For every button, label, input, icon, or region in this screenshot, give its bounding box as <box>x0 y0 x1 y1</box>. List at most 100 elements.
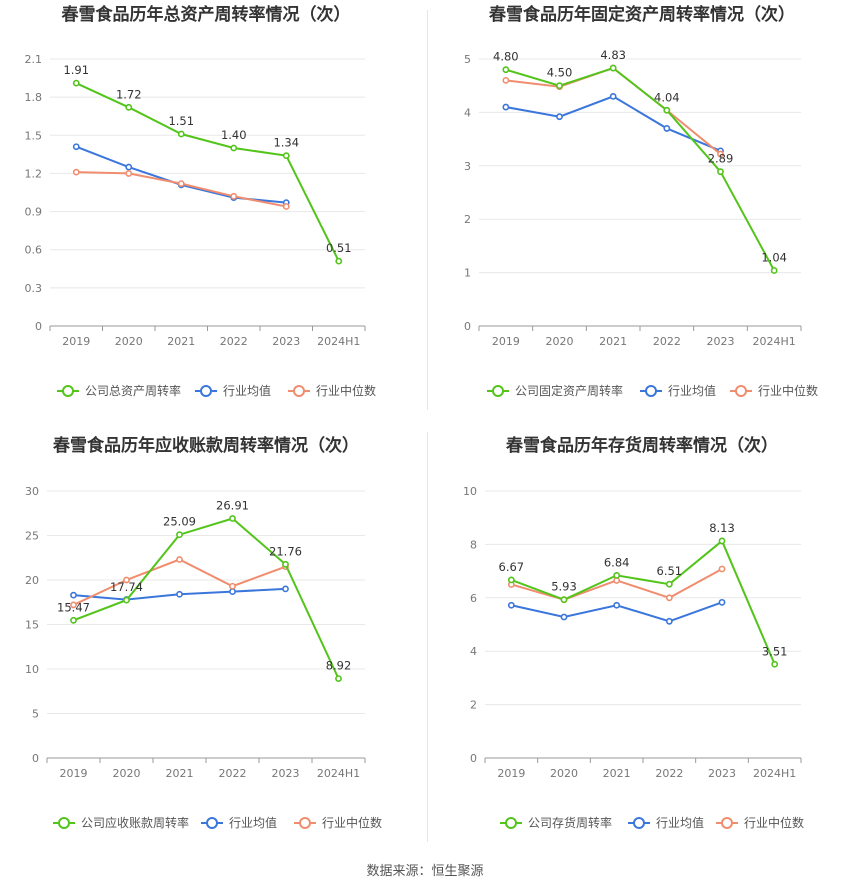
legend-item-median: 行业中位数 <box>294 815 382 830</box>
data-point-company <box>556 82 563 90</box>
chart-title: 春雪食品历年存货周转率情况（次） <box>506 435 778 456</box>
data-point-avg <box>560 613 568 621</box>
data-label: 8.92 <box>326 659 352 673</box>
data-label: 1.91 <box>63 63 89 77</box>
y-tick-label: 0.9 <box>25 206 43 219</box>
y-tick-label: 2.1 <box>25 53 43 66</box>
data-label: 21.76 <box>269 544 302 558</box>
x-tick-label: 2024H1 <box>317 767 360 780</box>
data-point-median <box>125 170 133 177</box>
legend-item-avg: 行业均值 <box>195 383 271 398</box>
legend-item-avg: 行业均值 <box>201 815 277 830</box>
y-tick-label: 0 <box>32 752 39 765</box>
data-point-company <box>335 675 342 683</box>
chart-title: 春雪食品历年固定资产周转率情况（次） <box>489 4 795 25</box>
data-point-company <box>663 106 671 114</box>
data-point-avg <box>556 113 563 121</box>
y-tick-label: 0 <box>35 320 42 333</box>
data-point-company <box>282 152 290 160</box>
data-point-avg <box>613 601 621 609</box>
y-tick-label: 1.2 <box>25 167 43 180</box>
legend-marker <box>492 385 504 397</box>
x-tick-label: 2021 <box>166 767 194 780</box>
data-point-company <box>507 576 515 584</box>
x-tick-label: 2022 <box>655 767 683 780</box>
y-tick-label: 5 <box>464 53 471 66</box>
data-point-median <box>229 582 236 590</box>
x-tick-label: 2020 <box>115 335 143 348</box>
vertical-divider-top <box>427 10 428 410</box>
legend-label: 行业均值 <box>229 815 277 830</box>
data-label: 4.83 <box>600 48 626 62</box>
legend-item-median: 行业中位数 <box>716 815 804 830</box>
y-tick-label: 3 <box>464 160 471 173</box>
data-point-company <box>609 64 617 72</box>
data-point-avg <box>282 585 289 593</box>
legend-label: 公司存货周转率 <box>528 815 612 830</box>
y-tick-label: 4 <box>464 106 471 119</box>
data-label: 6.51 <box>657 564 683 578</box>
data-point-avg <box>229 588 236 595</box>
data-label: 1.72 <box>116 87 142 101</box>
data-point-avg <box>609 92 617 100</box>
series-line-company <box>73 517 340 680</box>
x-tick-label: 2022 <box>220 335 248 348</box>
legend-marker <box>206 817 218 829</box>
data-point-company <box>770 267 778 274</box>
data-point-company <box>72 79 80 87</box>
data-point-median <box>72 168 80 176</box>
legend-marker <box>62 385 74 397</box>
x-tick-label: 2023 <box>272 335 300 348</box>
data-point-avg <box>718 598 726 606</box>
legend-marker <box>505 817 517 829</box>
x-tick-label: 2022 <box>219 767 247 780</box>
data-point-median <box>282 203 290 210</box>
series-line-median <box>76 171 287 208</box>
y-tick-label: 1.8 <box>25 91 43 104</box>
x-tick-label: 2023 <box>707 335 735 348</box>
data-point-median <box>718 565 726 573</box>
chart-title: 春雪食品历年总资产周转率情况（次） <box>62 4 351 25</box>
x-tick-label: 2020 <box>546 335 574 348</box>
legend-marker <box>299 817 311 829</box>
data-label: 6.84 <box>604 555 630 569</box>
data-label: 15.47 <box>57 600 90 614</box>
y-tick-label: 20 <box>25 574 39 587</box>
data-point-avg <box>663 125 671 132</box>
y-tick-label: 25 <box>25 530 39 543</box>
data-label: 1.04 <box>761 250 787 264</box>
data-point-median <box>176 556 183 563</box>
data-label: 25.09 <box>163 515 196 529</box>
data-source-note: 数据来源：恒生聚源 <box>366 864 484 879</box>
legend-label: 公司应收账款周转率 <box>81 815 189 830</box>
data-point-median <box>177 180 185 187</box>
data-point-avg <box>72 143 80 151</box>
legend-marker <box>721 817 733 829</box>
x-tick-label: 2023 <box>272 767 300 780</box>
y-tick-label: 4 <box>470 645 477 658</box>
legend-label: 行业中位数 <box>322 815 382 830</box>
legend-item-company: 公司固定资产周转率 <box>487 383 623 398</box>
chart-panel-3: 春雪食品历年应收账款周转率情况（次） 0 5 10 15 20 25 30 2019 2020 20… <box>25 435 382 830</box>
data-point-company <box>502 66 510 74</box>
chart-panel-2: 春雪食品历年固定资产周转率情况（次） 0 1 2 3 4 5 2019 2020 2021 2022… <box>464 4 818 398</box>
data-point-company <box>125 103 133 111</box>
chart-title: 春雪食品历年应收账款周转率情况（次） <box>53 435 359 456</box>
y-tick-label: 5 <box>32 708 39 721</box>
data-point-company <box>70 616 77 624</box>
data-point-median <box>502 76 510 84</box>
data-label: 5.93 <box>551 580 577 594</box>
data-point-company <box>613 571 621 579</box>
series-line-company <box>505 66 776 271</box>
x-tick-label: 2019 <box>62 335 90 348</box>
x-tick-label: 2022 <box>653 335 681 348</box>
data-label: 6.67 <box>499 560 525 574</box>
data-point-company <box>335 257 343 265</box>
y-tick-label: 1.5 <box>25 129 43 142</box>
x-tick-label: 2023 <box>708 767 736 780</box>
legend-label: 公司总资产周转率 <box>85 383 181 398</box>
data-point-company <box>718 537 726 545</box>
data-point-avg <box>70 591 77 599</box>
legend-label: 行业均值 <box>668 383 716 398</box>
